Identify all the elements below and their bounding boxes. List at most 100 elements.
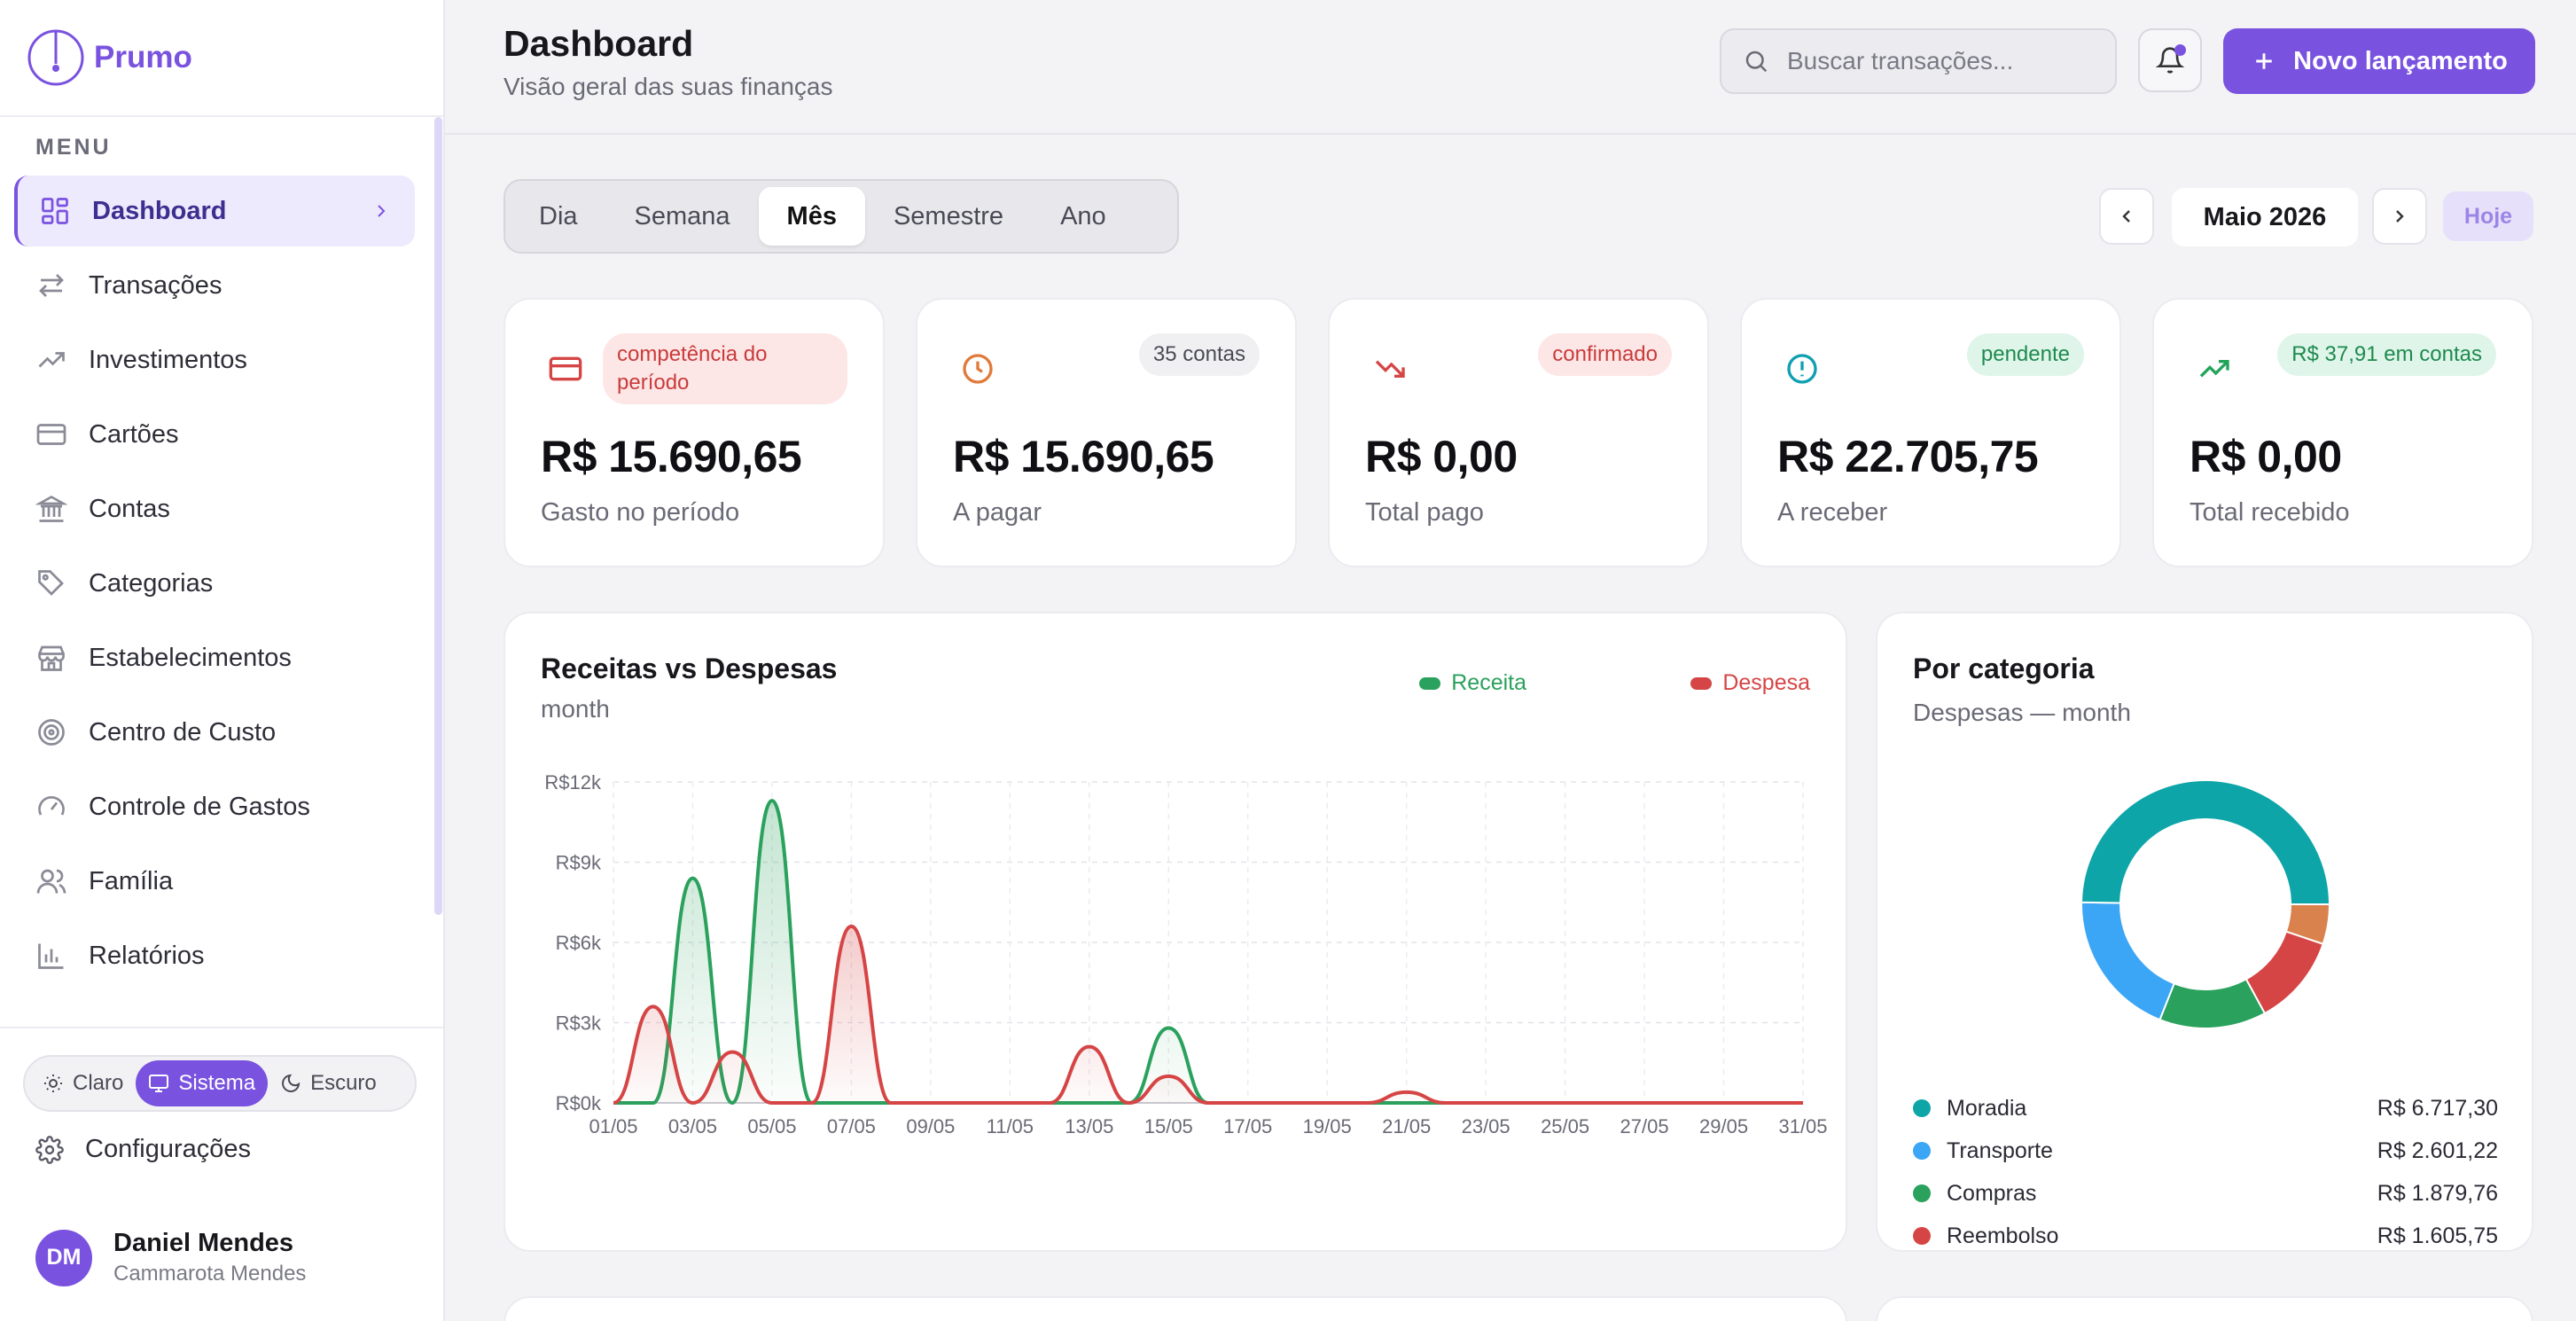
kpi-value: R$ 15.690,65 — [541, 432, 802, 481]
sidebar-item-estabelecimentos[interactable]: Estabelecimentos — [14, 622, 415, 693]
category-title: Por categoria — [1913, 653, 2095, 684]
monitor-icon — [149, 1075, 169, 1092]
period-tabs: Dia Semana Mês Semestre Ano — [503, 179, 1179, 254]
category-name: Transporte — [1947, 1137, 2053, 1163]
lower-card-right — [1876, 1296, 2533, 1321]
category-row[interactable]: Transporte R$ 2.601,22 — [1913, 1133, 2498, 1169]
category-row[interactable]: Compras R$ 1.879,76 — [1913, 1176, 2498, 1211]
sidebar-item-categorias[interactable]: Categorias — [14, 548, 415, 619]
avatar: DM — [35, 1229, 92, 1286]
new-entry-button[interactable]: Novo lançamento — [2223, 28, 2535, 94]
tab-ano[interactable]: Ano — [1060, 201, 1106, 231]
settings-link[interactable]: Configurações — [35, 1135, 251, 1164]
donut-slice-compras[interactable] — [2158, 977, 2267, 1029]
x-tick-label: 05/05 — [747, 1115, 796, 1137]
kpi-label: A receber — [1777, 498, 1888, 527]
chevron-right-icon — [2396, 210, 2404, 223]
donut-slice-moradia[interactable] — [2080, 779, 2331, 905]
previous-month-button[interactable] — [2099, 188, 2154, 245]
sidebar-item-label: Dashboard — [92, 196, 227, 225]
category-amount: R$ 1.605,75 — [2377, 1223, 2498, 1248]
theme-light-label: Claro — [73, 1071, 124, 1095]
legend-income: Receita — [1419, 670, 1526, 696]
category-color-dot — [1913, 1227, 1931, 1245]
brand[interactable]: Prumo — [0, 0, 443, 117]
plus-icon — [2256, 53, 2272, 69]
sidebar-item-familia[interactable]: Família — [14, 846, 415, 917]
user-name: Daniel Mendes — [113, 1229, 294, 1257]
kpi-badge: R$ 37,91 em contas — [2277, 333, 2496, 376]
tab-dia[interactable]: Dia — [539, 201, 578, 231]
user-subtitle: Cammarota Mendes — [113, 1262, 307, 1286]
category-amount: R$ 2.601,22 — [2377, 1137, 2498, 1163]
series-area-despesa — [613, 926, 1803, 1103]
x-tick-label: 27/05 — [1620, 1115, 1669, 1137]
target-icon — [38, 719, 65, 746]
trending-up-icon — [2199, 360, 2229, 378]
search-icon — [1745, 51, 1768, 73]
kpi-card-total-pago: confirmado R$ 0,00 Total pago — [1328, 298, 1709, 567]
sidebar-item-label: Transações — [89, 270, 222, 300]
page-subtitle: Visão geral das suas finanças — [503, 73, 833, 100]
bell-icon — [2156, 47, 2184, 74]
x-tick-label: 31/05 — [1778, 1115, 1827, 1137]
kpi-badge: 35 contas — [1138, 333, 1260, 376]
notification-dot — [2174, 44, 2186, 56]
y-tick-label: R$9k — [556, 852, 602, 874]
series-line-despesa[interactable] — [613, 924, 1803, 1105]
category-row[interactable]: Moradia R$ 6.717,30 — [1913, 1090, 2498, 1126]
sidebar-item-transacoes[interactable]: Transações — [14, 250, 415, 321]
sidebar-item-centro-de-custo[interactable]: Centro de Custo — [14, 697, 415, 768]
y-tick-label: R$12k — [544, 771, 602, 793]
y-tick-label: R$6k — [556, 932, 602, 954]
today-button[interactable]: Hoje — [2443, 192, 2533, 241]
search-input[interactable] — [1787, 47, 2106, 75]
sidebar-item-relatorios[interactable]: Relatórios — [14, 920, 415, 991]
grid-icon — [42, 198, 68, 224]
new-entry-label: Novo lançamento — [2293, 46, 2508, 75]
kpi-card-gasto: competência do período R$ 15.690,65 Gast… — [503, 298, 885, 567]
category-amount: R$ 1.879,76 — [2377, 1180, 2498, 1206]
category-amount: R$ 6.717,30 — [2377, 1095, 2498, 1121]
x-tick-label: 23/05 — [1462, 1115, 1510, 1137]
income-expense-card: Receitas vs Despesas month Receita Despe… — [503, 612, 1847, 1252]
alert-circle-icon — [1787, 354, 1817, 384]
x-tick-label: 09/05 — [906, 1115, 955, 1137]
lower-card-left — [503, 1296, 1847, 1321]
category-name: Compras — [1947, 1180, 2037, 1206]
sidebar-scrollbar[interactable] — [434, 117, 442, 915]
arrows-swap-icon — [39, 274, 64, 297]
sidebar-item-controle-de-gastos[interactable]: Controle de Gastos — [14, 771, 415, 842]
theme-system-option[interactable]: Sistema — [136, 1060, 269, 1106]
sidebar-item-contas[interactable]: Contas — [14, 473, 415, 544]
kpi-value: R$ 0,00 — [2190, 432, 2342, 481]
kpi-card-total-recebido: R$ 37,91 em contas R$ 0,00 Total recebid… — [2152, 298, 2533, 567]
donut-slice-transporte[interactable] — [2080, 901, 2175, 1021]
legend-swatch — [1690, 676, 1713, 690]
sidebar-item-label: Relatórios — [89, 941, 205, 970]
notifications-button[interactable] — [2138, 28, 2202, 92]
tag-icon — [38, 570, 64, 596]
settings-label: Configurações — [85, 1135, 251, 1163]
page-title: Dashboard — [503, 23, 694, 64]
tab-semestre[interactable]: Semestre — [893, 201, 1004, 231]
tab-mes[interactable]: Mês — [758, 187, 865, 246]
theme-light-option[interactable]: Claro — [30, 1060, 136, 1106]
x-tick-label: 03/05 — [668, 1115, 717, 1137]
kpi-badge: pendente — [1966, 333, 2084, 376]
sidebar-item-label: Controle de Gastos — [89, 792, 310, 821]
legend-swatch — [1419, 676, 1441, 690]
sidebar-item-cartoes[interactable]: Cartões — [14, 399, 415, 470]
legend-expense-label: Despesa — [1722, 670, 1810, 695]
sidebar-item-dashboard[interactable]: Dashboard — [14, 176, 415, 246]
user-profile[interactable]: DM Daniel Mendes Cammarota Mendes — [35, 1229, 306, 1286]
sidebar-item-label: Categorias — [89, 568, 214, 598]
kpi-label: Total recebido — [2190, 498, 2350, 527]
theme-dark-option[interactable]: Escuro — [268, 1060, 389, 1106]
category-row[interactable]: Reembolso R$ 1.605,75 — [1913, 1218, 2498, 1254]
tab-semana[interactable]: Semana — [634, 201, 730, 231]
sidebar: Prumo MENU Dashboard Transações Investim… — [0, 0, 445, 1321]
next-month-button[interactable] — [2372, 188, 2427, 245]
current-month: Maio 2026 — [2172, 188, 2358, 246]
sidebar-item-investimentos[interactable]: Investimentos — [14, 324, 415, 395]
